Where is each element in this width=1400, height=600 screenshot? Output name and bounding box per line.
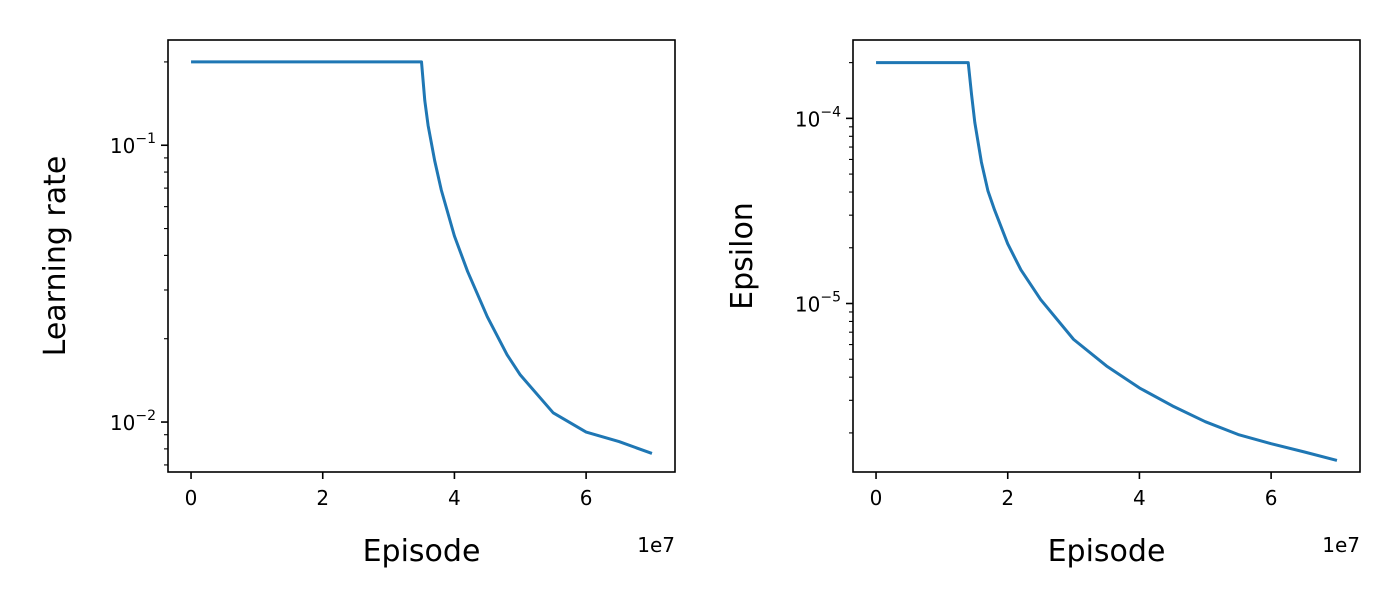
- x-tick-label: 6: [580, 486, 593, 510]
- x-tick-label: 6: [1265, 486, 1278, 510]
- y-tick-label: 10−2: [110, 408, 156, 435]
- x-tick-label: 0: [185, 486, 198, 510]
- x-offset-label: 1e7: [1322, 533, 1360, 557]
- axes-frame: [852, 39, 1361, 473]
- series-line: [876, 61, 1338, 462]
- x-axis-label: Episode: [1048, 534, 1166, 569]
- subplot-2: 0 2 4 6 10−4 10−5 Episode 1e7 Epsilon: [725, 39, 1361, 569]
- y-tick-label: 10−5: [795, 290, 841, 317]
- y-tick-label: 10−1: [110, 131, 156, 158]
- x-tick-label: 2: [1001, 486, 1014, 510]
- axes-frame: [167, 39, 676, 473]
- y-tick-label: 10−4: [795, 104, 841, 131]
- y-axis-label: Learning rate: [38, 156, 73, 357]
- y-axis-label: Epsilon: [725, 202, 760, 310]
- x-offset-label: 1e7: [637, 533, 675, 557]
- x-tick-label: 4: [448, 486, 461, 510]
- series-line: [191, 60, 653, 455]
- subplot-1: 0 2 4 6 10−1 10−2 Episode 1e7 Learning rate: [38, 39, 676, 569]
- x-tick-label: 0: [870, 486, 883, 510]
- x-axis-label: Episode: [363, 534, 481, 569]
- x-tick-label: 4: [1133, 486, 1146, 510]
- x-tick-label: 2: [316, 486, 329, 510]
